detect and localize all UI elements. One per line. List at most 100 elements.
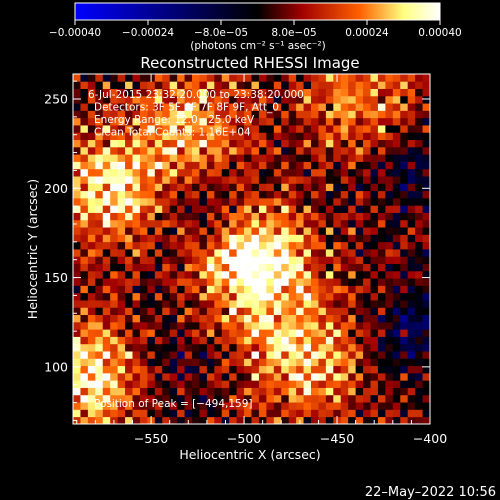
heatmap-cell — [422, 190, 431, 199]
heatmap-cell — [192, 380, 200, 388]
heatmap-cell — [311, 117, 319, 126]
heatmap-cell — [177, 365, 185, 374]
heatmap-cell — [325, 314, 334, 323]
heatmap-cell — [244, 117, 252, 126]
heatmap-cell — [169, 387, 178, 396]
heatmap-cell — [177, 219, 185, 228]
heatmap-cell — [303, 387, 312, 396]
heatmap-cell — [355, 227, 364, 235]
heatmap-cell — [162, 307, 171, 316]
heatmap-cell — [80, 256, 89, 264]
heatmap-cell — [221, 227, 230, 235]
heatmap-cell — [258, 212, 267, 221]
heatmap-cell — [407, 74, 416, 82]
heatmap-cell — [325, 183, 334, 192]
heatmap-cell — [303, 183, 312, 192]
heatmap-cell — [73, 351, 81, 359]
heatmap-cell — [415, 329, 423, 337]
heatmap-cell — [110, 227, 119, 235]
heatmap-cell — [95, 103, 104, 111]
heatmap-cell — [251, 197, 260, 206]
heatmap-cell — [236, 292, 245, 301]
heatmap-cell — [177, 336, 185, 345]
heatmap-cell — [385, 125, 394, 133]
heatmap-cell — [288, 329, 297, 337]
heatmap-cell — [229, 219, 238, 228]
heatmap-cell — [95, 81, 104, 89]
heatmap-cell — [162, 95, 171, 104]
heatmap-cell — [422, 81, 431, 89]
heatmap-cell — [244, 81, 252, 89]
colorbar-tick-label: −0.00024 — [122, 27, 175, 39]
heatmap-cell — [214, 110, 223, 119]
heatmap-cell — [192, 212, 200, 221]
heatmap-cell — [407, 358, 416, 367]
heatmap-cell — [206, 205, 215, 213]
heatmap-cell — [400, 161, 409, 170]
heatmap-cell — [340, 125, 349, 133]
heatmap-cell — [110, 263, 119, 272]
heatmap-cell — [214, 329, 223, 337]
heatmap-cell — [296, 263, 304, 272]
heatmap-cell — [273, 234, 282, 243]
heatmap-cell — [229, 307, 238, 316]
heatmap-cell — [117, 372, 126, 381]
heatmap-cell — [244, 263, 252, 272]
heatmap-cell — [273, 103, 282, 111]
heatmap-cell — [400, 125, 409, 133]
heatmap-cell — [184, 336, 193, 345]
heatmap-cell — [244, 154, 252, 162]
heatmap-cell — [177, 256, 185, 264]
heatmap-cell — [73, 117, 81, 126]
x-tick-label: −400 — [413, 431, 447, 446]
heatmap-cell — [199, 285, 208, 294]
heatmap-cell — [333, 321, 342, 330]
heatmap-cell — [296, 117, 304, 126]
heatmap-cell — [110, 197, 119, 206]
heatmap-cell — [95, 132, 104, 141]
heatmap-cell — [281, 380, 290, 388]
heatmap-cell — [87, 409, 96, 418]
heatmap-cell — [348, 197, 357, 206]
heatmap-cell — [236, 329, 245, 337]
heatmap-cell — [147, 95, 156, 104]
heatmap-cell — [273, 343, 282, 352]
heatmap-cell — [370, 300, 379, 308]
heatmap-cell — [281, 161, 290, 170]
heatmap-cell — [348, 307, 357, 316]
heatmap-cell — [169, 256, 178, 264]
heatmap-cell — [311, 154, 319, 162]
heatmap-cell — [132, 212, 141, 221]
heatmap-cell — [139, 292, 148, 301]
heatmap-cell — [303, 212, 312, 221]
heatmap-cell — [206, 88, 215, 97]
heatmap-cell — [311, 146, 319, 155]
heatmap-cell — [370, 146, 379, 155]
heatmap-cell — [80, 117, 89, 126]
heatmap-cell — [363, 416, 371, 425]
heatmap-cell — [385, 241, 394, 250]
heatmap-cell — [258, 402, 267, 410]
heatmap-cell — [102, 351, 111, 359]
heatmap-cell — [192, 146, 200, 155]
heatmap-cell — [132, 190, 141, 199]
heatmap-cell — [288, 270, 297, 279]
heatmap-cell — [236, 81, 245, 89]
heatmap-cell — [296, 343, 304, 352]
heatmap-cell — [385, 219, 394, 228]
heatmap-cell — [199, 103, 208, 111]
heatmap-cell — [125, 365, 133, 374]
heatmap-cell — [325, 168, 334, 177]
heatmap-cell — [73, 278, 81, 286]
heatmap-cell — [333, 161, 342, 170]
y-tick-label: 250 — [44, 92, 68, 107]
heatmap-cell — [110, 88, 119, 97]
heatmap-cell — [385, 416, 394, 425]
heatmap-cell — [400, 307, 409, 316]
heatmap-cell — [422, 219, 431, 228]
heatmap-cell — [258, 103, 267, 111]
heatmap-cell — [147, 183, 156, 192]
heatmap-cell — [117, 234, 126, 243]
heatmap-cell — [363, 241, 371, 250]
heatmap-cell — [296, 125, 304, 133]
